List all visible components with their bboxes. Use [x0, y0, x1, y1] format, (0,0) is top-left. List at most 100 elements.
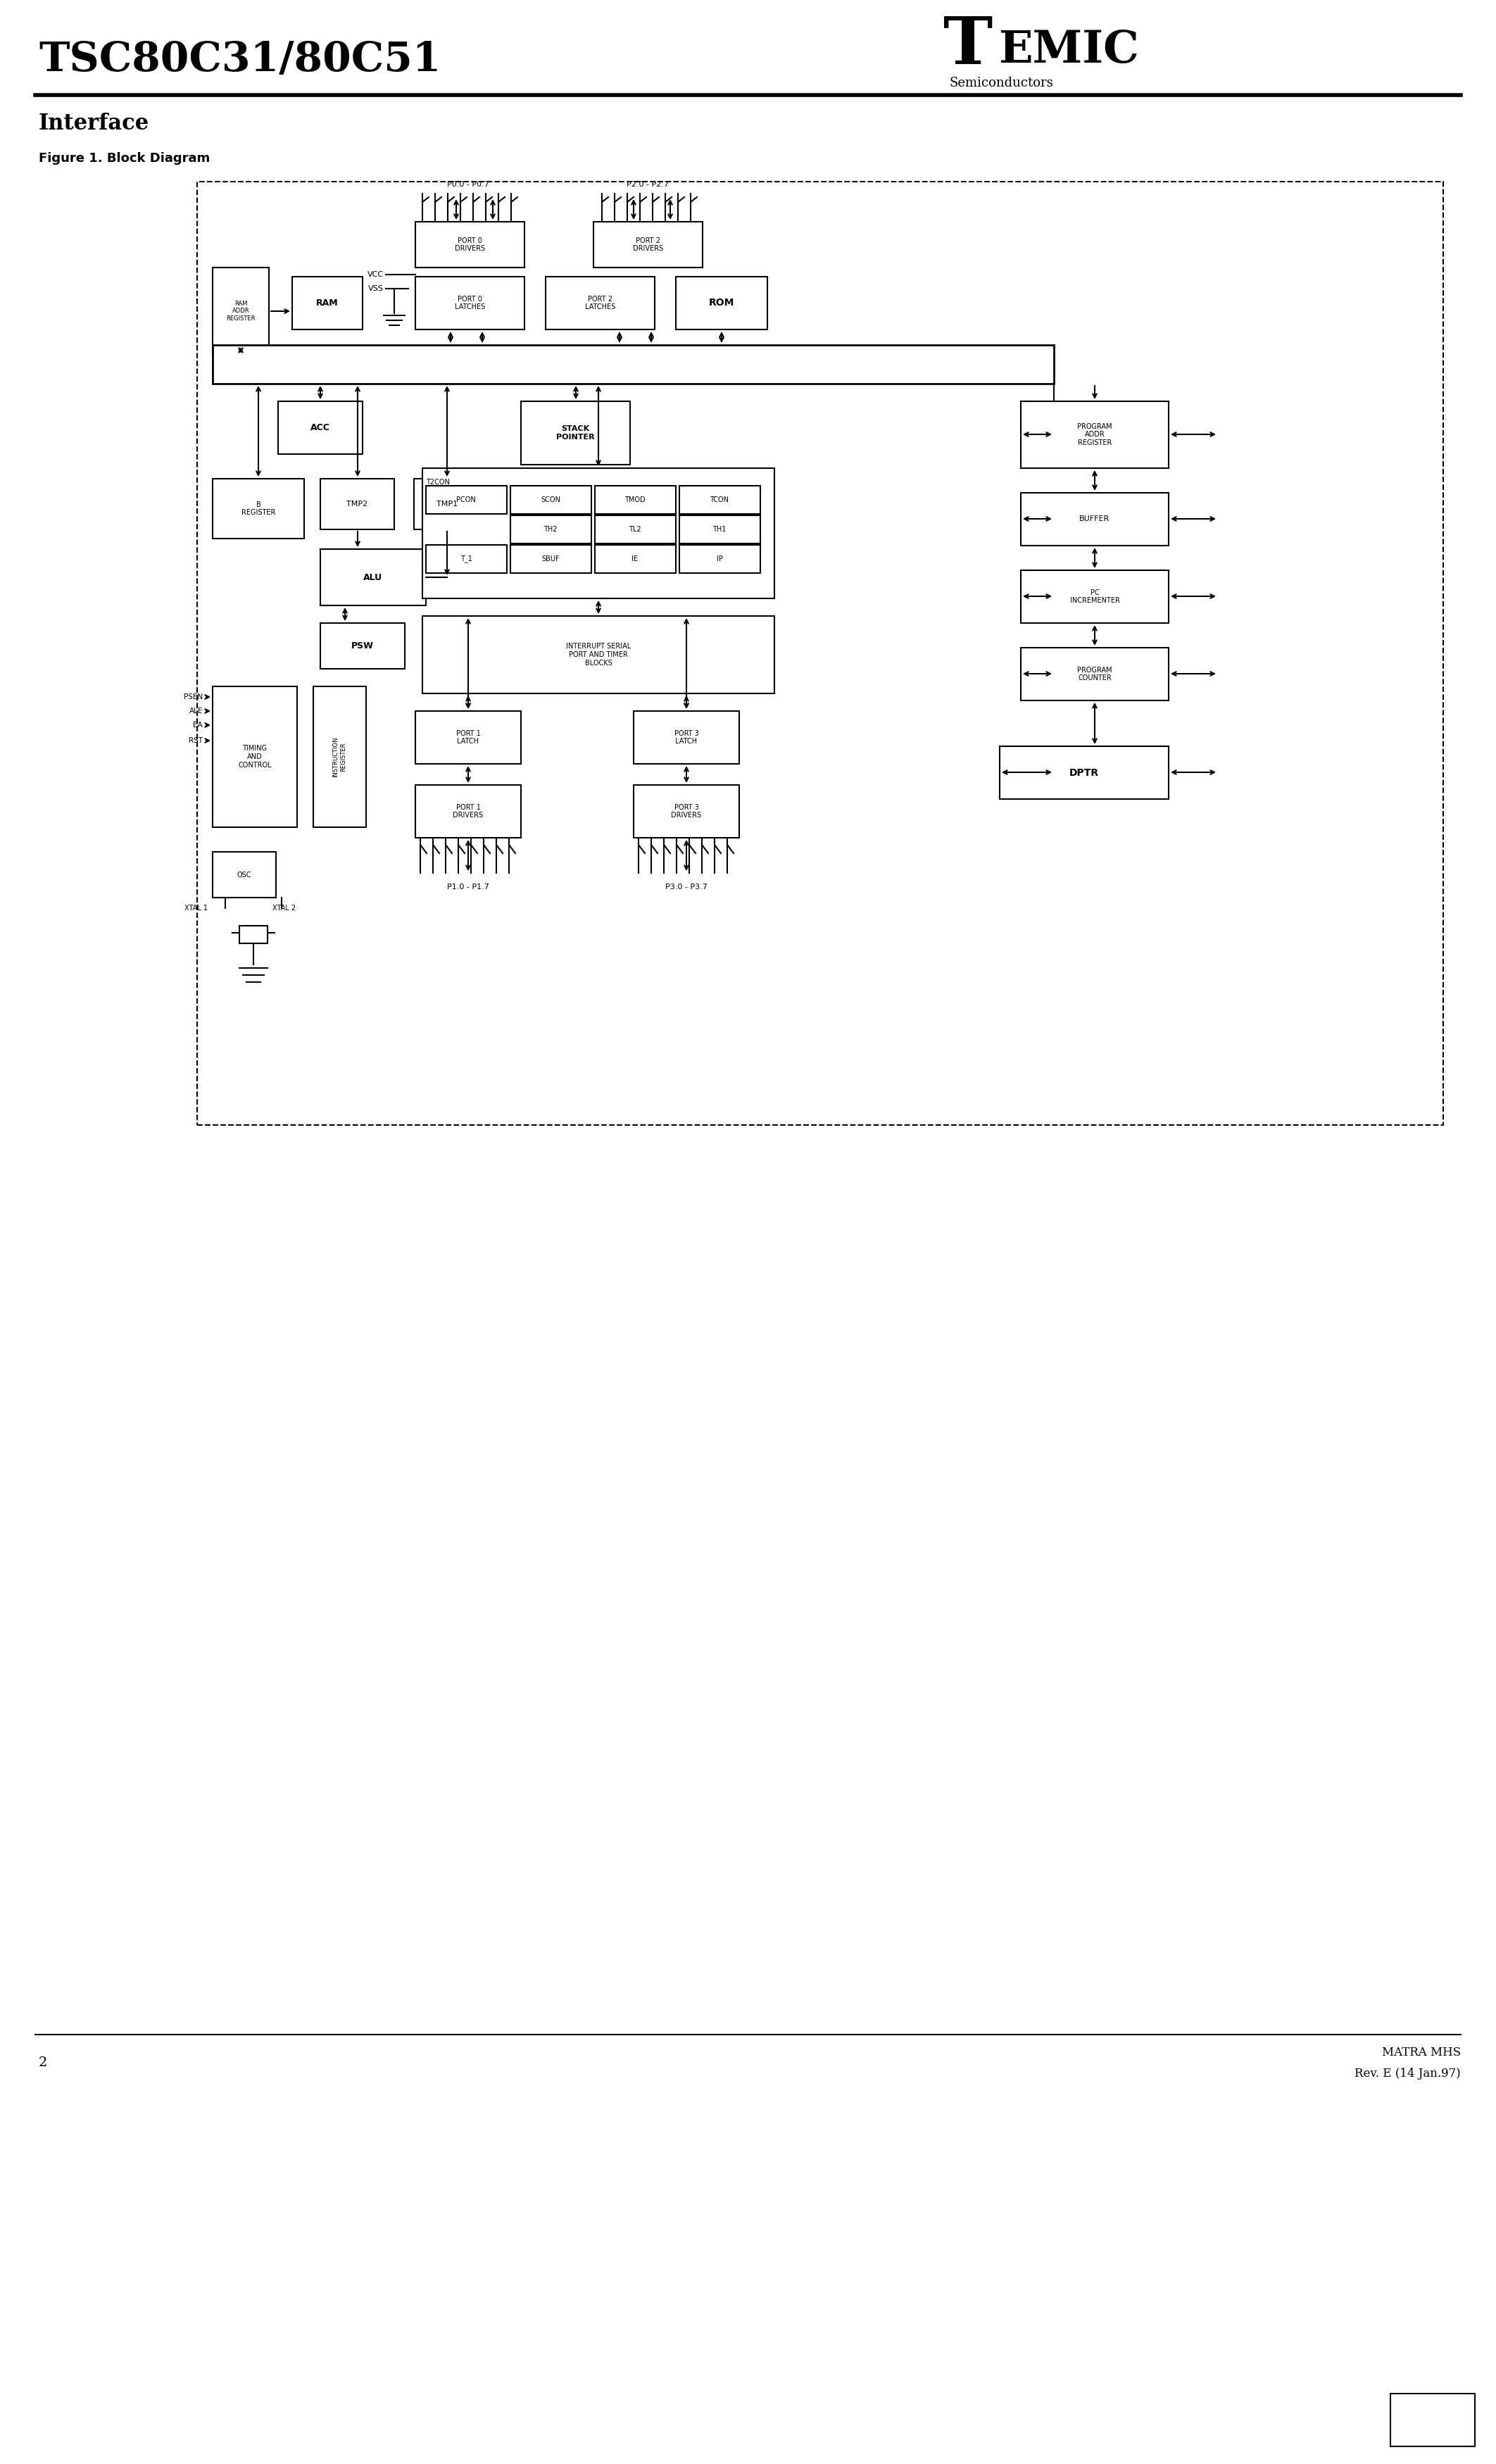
Bar — [313, 687, 367, 828]
Bar — [1390, 2393, 1475, 2447]
Bar — [197, 182, 1444, 1126]
Text: TH2: TH2 — [543, 525, 558, 532]
Bar — [679, 515, 760, 545]
Bar — [546, 276, 655, 330]
Text: PORT 1
DRIVERS: PORT 1 DRIVERS — [453, 803, 483, 818]
Bar — [1020, 493, 1168, 545]
Bar — [414, 478, 480, 530]
Text: MATRA MHS: MATRA MHS — [1382, 2045, 1460, 2057]
Text: PORT 0
DRIVERS: PORT 0 DRIVERS — [455, 237, 485, 251]
Text: INSTRUCTION
REGISTER: INSTRUCTION REGISTER — [332, 737, 346, 776]
Bar — [999, 747, 1168, 798]
Text: PORT 0
LATCHES: PORT 0 LATCHES — [455, 296, 485, 310]
Text: TH1: TH1 — [712, 525, 727, 532]
Text: PSEN: PSEN — [184, 692, 203, 700]
Bar — [426, 545, 507, 574]
Text: 2: 2 — [39, 2057, 48, 2070]
Bar — [595, 515, 676, 545]
Bar — [595, 545, 676, 574]
Bar — [679, 545, 760, 574]
Text: T: T — [944, 15, 993, 76]
Bar — [510, 545, 591, 574]
Text: RAM: RAM — [316, 298, 338, 308]
Bar — [1020, 648, 1168, 700]
Bar — [510, 515, 591, 545]
Text: ALU: ALU — [364, 572, 383, 582]
Text: DPTR: DPTR — [1070, 769, 1100, 779]
Bar — [212, 687, 298, 828]
Text: TIMING
AND
CONTROL: TIMING AND CONTROL — [238, 744, 272, 769]
Bar — [416, 712, 521, 764]
Bar — [416, 276, 525, 330]
Text: IP: IP — [717, 554, 723, 562]
Bar — [320, 478, 395, 530]
Text: IE: IE — [631, 554, 639, 562]
Text: VCC: VCC — [368, 271, 383, 278]
Bar — [212, 853, 275, 897]
Text: ROM: ROM — [709, 298, 735, 308]
Bar — [426, 485, 507, 515]
Bar — [212, 345, 1053, 384]
Text: TSC80C31/80C51: TSC80C31/80C51 — [39, 39, 441, 79]
Text: RAM
ADDR
REGISTER: RAM ADDR REGISTER — [226, 301, 256, 323]
Bar — [416, 786, 521, 838]
Text: VSS: VSS — [368, 286, 383, 293]
Text: PORT 3
DRIVERS: PORT 3 DRIVERS — [672, 803, 702, 818]
Text: EA: EA — [193, 722, 203, 729]
Bar — [422, 468, 775, 599]
Bar — [676, 276, 767, 330]
Text: P3.0 - P3.7: P3.0 - P3.7 — [666, 885, 708, 890]
Text: OSC: OSC — [236, 872, 251, 877]
Bar — [510, 485, 591, 515]
Text: STACK
POINTER: STACK POINTER — [557, 426, 595, 441]
Text: TL2: TL2 — [628, 525, 642, 532]
Bar — [634, 712, 739, 764]
Text: ALE: ALE — [188, 707, 203, 715]
Text: PSW: PSW — [352, 641, 374, 650]
Text: TMOD: TMOD — [625, 495, 645, 503]
Text: PROGRAM
COUNTER: PROGRAM COUNTER — [1077, 665, 1112, 683]
Text: T_1: T_1 — [461, 554, 473, 562]
Text: PCON: PCON — [456, 495, 476, 503]
Bar — [1020, 569, 1168, 623]
Text: P0.0 - P0.7: P0.0 - P0.7 — [447, 180, 489, 187]
Bar — [594, 222, 703, 269]
Bar — [416, 222, 525, 269]
Text: XTAL 2: XTAL 2 — [272, 904, 296, 912]
Text: P1.0 - P1.7: P1.0 - P1.7 — [447, 885, 489, 890]
Bar — [679, 485, 760, 515]
Text: EMIC: EMIC — [998, 30, 1138, 71]
Text: P2.0 - P2.7: P2.0 - P2.7 — [627, 180, 669, 187]
Text: XTAL 1: XTAL 1 — [184, 904, 208, 912]
Text: Interface: Interface — [39, 113, 150, 133]
Text: PORT 3
LATCH: PORT 3 LATCH — [675, 729, 699, 744]
Bar — [320, 549, 426, 606]
Bar — [212, 478, 304, 540]
Bar — [320, 623, 405, 668]
Text: Rev. E (14 Jan.97): Rev. E (14 Jan.97) — [1355, 2067, 1460, 2080]
Bar — [1020, 402, 1168, 468]
Text: INTERRUPT SERIAL
PORT AND TIMER
BLOCKS: INTERRUPT SERIAL PORT AND TIMER BLOCKS — [565, 643, 631, 665]
Text: Semiconductors: Semiconductors — [948, 76, 1053, 89]
Bar — [595, 485, 676, 515]
Bar — [521, 402, 630, 466]
Text: B
REGISTER: B REGISTER — [241, 500, 275, 517]
Bar — [278, 402, 362, 453]
Text: Figure 1. Block Diagram: Figure 1. Block Diagram — [39, 153, 209, 165]
Text: PROGRAM
ADDR
REGISTER: PROGRAM ADDR REGISTER — [1077, 424, 1112, 446]
Bar — [212, 269, 269, 355]
Bar — [239, 926, 268, 944]
Bar — [422, 616, 775, 692]
Text: PORT 1
LATCH: PORT 1 LATCH — [456, 729, 480, 744]
Text: BUFFER: BUFFER — [1080, 515, 1110, 522]
Text: SBUF: SBUF — [542, 554, 560, 562]
Text: ACC: ACC — [311, 424, 331, 431]
Text: PC
INCREMENTER: PC INCREMENTER — [1070, 589, 1119, 604]
Text: TMP2: TMP2 — [347, 500, 368, 508]
Text: PORT 2
LATCHES: PORT 2 LATCHES — [585, 296, 615, 310]
Text: PORT 2
DRIVERS: PORT 2 DRIVERS — [633, 237, 663, 251]
Text: TMP1: TMP1 — [437, 500, 458, 508]
Bar — [292, 276, 362, 330]
Bar — [634, 786, 739, 838]
Text: RST: RST — [188, 737, 203, 744]
